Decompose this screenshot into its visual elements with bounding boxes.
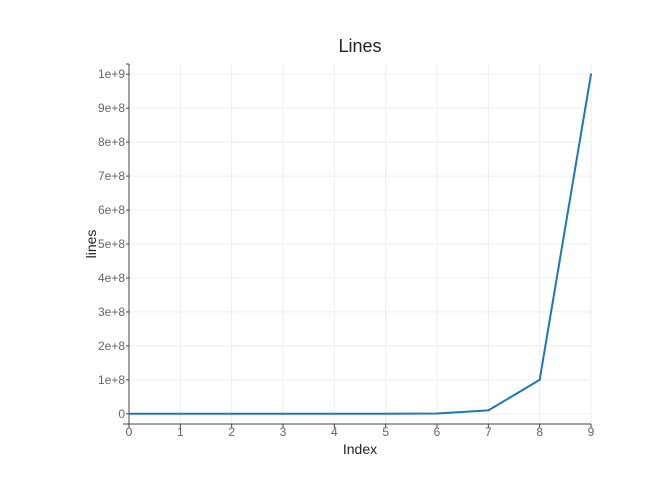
data-point [384, 412, 387, 415]
series-line [129, 74, 592, 415]
x-tick-label: 9 [588, 425, 595, 439]
x-tick-label: 3 [280, 425, 287, 439]
x-tick-label: 7 [485, 425, 492, 439]
series-layer [128, 73, 592, 415]
x-axis-title: Index [343, 441, 377, 457]
data-point [179, 412, 182, 415]
y-tick-label: 1e+9 [98, 67, 125, 81]
x-axis-ticks: 0 1 2 3 4 5 6 7 8 9 [126, 424, 595, 439]
data-point [487, 409, 490, 412]
axes [123, 63, 592, 428]
y-tick-label: 4e+8 [98, 271, 125, 285]
x-tick-label: 2 [228, 425, 235, 439]
y-axis-ticks: 0 1e+8 2e+8 3e+8 4e+8 5e+8 6e+8 7e+8 8e+8 9e+8 1e+… [98, 67, 129, 421]
data-point [230, 412, 233, 415]
y-tick-label: 9e+8 [98, 101, 125, 115]
y-tick-label: 5e+8 [98, 237, 125, 251]
chart-title: Lines [338, 36, 381, 56]
x-tick-label: 4 [331, 425, 338, 439]
y-tick-label: 3e+8 [98, 305, 125, 319]
data-point [128, 412, 130, 415]
x-tick-label: 1 [177, 425, 184, 439]
data-point [282, 412, 284, 415]
data-point [333, 412, 336, 415]
y-tick-label: 8e+8 [98, 135, 125, 149]
data-point [436, 412, 438, 415]
y-tick-label: 2e+8 [98, 339, 125, 353]
x-tick-label: 6 [434, 425, 441, 439]
y-tick-label: 7e+8 [98, 169, 125, 183]
y-axis-title: lines [83, 230, 99, 259]
y-tick-label: 1e+8 [98, 373, 125, 387]
data-point [538, 378, 541, 381]
x-tick-label: 5 [382, 425, 389, 439]
y-tick-label: 0 [118, 407, 125, 421]
x-tick-label: 8 [536, 425, 543, 439]
x-tick-label: 0 [126, 425, 133, 439]
data-point [590, 73, 592, 76]
y-tick-label: 6e+8 [98, 203, 125, 217]
y-grid-lines [129, 73, 591, 415]
